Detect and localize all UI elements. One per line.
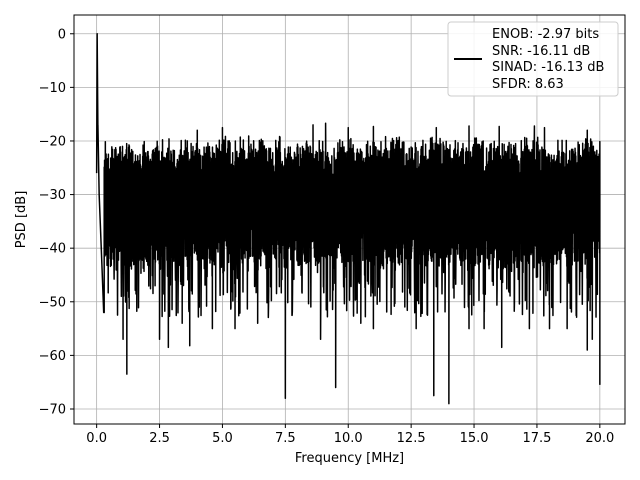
y-tick-label: −20 xyxy=(39,134,66,149)
x-tick-label: 12.5 xyxy=(397,431,426,446)
legend-sfdr: SFDR: 8.63 xyxy=(492,77,564,92)
psd-line xyxy=(95,33,601,405)
y-tick-label: −60 xyxy=(39,349,66,364)
y-tick-label: 0 xyxy=(58,27,66,42)
x-tick-label: 10.0 xyxy=(334,431,363,446)
y-tick-label: −10 xyxy=(39,81,66,96)
x-tick-label: 0.0 xyxy=(86,431,107,446)
x-tick-label: 20.0 xyxy=(585,431,614,446)
y-tick-label: −50 xyxy=(39,295,66,310)
x-axis-label: Frequency [MHz] xyxy=(295,451,404,466)
legend-snr: SNR: -16.11 dB xyxy=(492,44,590,59)
plot-frame xyxy=(73,14,626,425)
legend: ENOB: -2.97 bits SNR: -16.11 dB SINAD: -… xyxy=(447,21,619,97)
y-tick-label: −30 xyxy=(39,188,66,203)
x-tick-label: 2.5 xyxy=(149,431,170,446)
legend-enob: ENOB: -2.97 bits xyxy=(492,27,599,42)
x-tick-label: 7.5 xyxy=(275,431,296,446)
legend-sinad: SINAD: -16.13 dB xyxy=(492,60,604,75)
psd-series xyxy=(95,33,601,405)
x-tick-label: 5.0 xyxy=(212,431,233,446)
y-tick-label: −40 xyxy=(39,242,66,257)
x-tick-label: 17.5 xyxy=(522,431,551,446)
y-axis-ticks: 0 −10 −20 −30 −40 −50 −60 −70 xyxy=(39,27,74,417)
y-axis-label: PSD [dB] xyxy=(14,191,29,249)
legend-box xyxy=(447,21,619,97)
x-axis-ticks: 0.0 2.5 5.0 7.5 10.0 12.5 15.0 17.5 20.0 xyxy=(86,424,614,446)
x-tick-label: 15.0 xyxy=(460,431,489,446)
y-tick-label: −70 xyxy=(39,402,66,417)
